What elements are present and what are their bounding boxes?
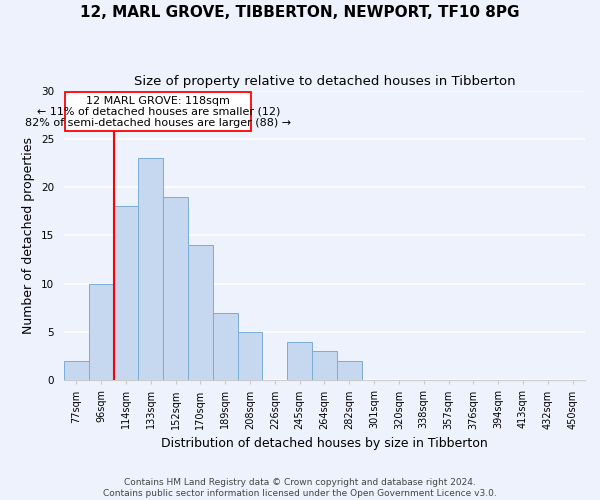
Bar [312, 352, 337, 380]
FancyBboxPatch shape [65, 92, 251, 131]
Bar [89, 284, 113, 380]
Text: 12, MARL GROVE, TIBBERTON, NEWPORT, TF10 8PG: 12, MARL GROVE, TIBBERTON, NEWPORT, TF10… [80, 5, 520, 20]
Bar [188, 245, 213, 380]
Text: 82% of semi-detached houses are larger (88) →: 82% of semi-detached houses are larger (… [25, 118, 291, 128]
Title: Size of property relative to detached houses in Tibberton: Size of property relative to detached ho… [134, 75, 515, 88]
Text: 12 MARL GROVE: 118sqm: 12 MARL GROVE: 118sqm [86, 96, 230, 106]
Bar [337, 361, 362, 380]
Bar [287, 342, 312, 380]
Bar [113, 206, 139, 380]
Bar [213, 312, 238, 380]
Bar [64, 361, 89, 380]
X-axis label: Distribution of detached houses by size in Tibberton: Distribution of detached houses by size … [161, 437, 488, 450]
Text: Contains HM Land Registry data © Crown copyright and database right 2024.
Contai: Contains HM Land Registry data © Crown c… [103, 478, 497, 498]
Bar [238, 332, 262, 380]
Bar [163, 197, 188, 380]
Bar [139, 158, 163, 380]
Text: ← 11% of detached houses are smaller (12): ← 11% of detached houses are smaller (12… [37, 107, 280, 117]
Y-axis label: Number of detached properties: Number of detached properties [22, 137, 35, 334]
